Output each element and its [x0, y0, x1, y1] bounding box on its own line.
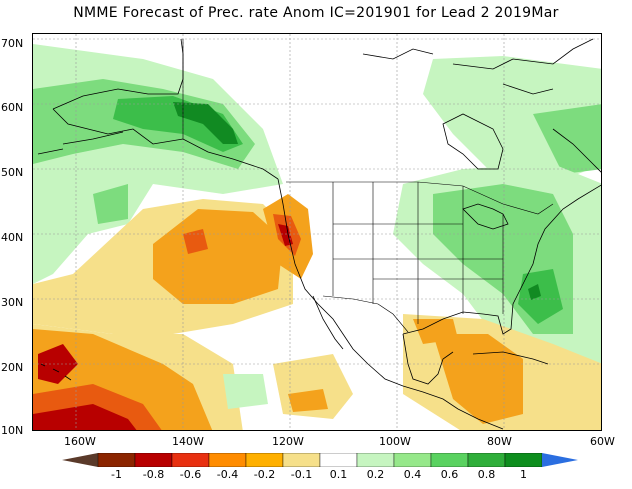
colorbar-box: [97, 453, 136, 467]
colorbar: [62, 453, 578, 467]
wet-region-gulf-ak: [93, 184, 128, 224]
lon-label-60w: 60W: [590, 435, 615, 448]
dry-region-npacific-core: [183, 229, 208, 254]
colorbar-over-arrow: [542, 453, 578, 467]
colorbar-tick-label: 0.1: [329, 468, 348, 481]
lat-label-50n: 50N: [1, 166, 24, 179]
colorbar-under-arrow: [62, 453, 98, 467]
dry-region-npacific: [153, 209, 283, 304]
dry-region-caribbean: [433, 334, 523, 424]
colorbar-box: [504, 453, 543, 467]
lat-label-70n: 70N: [1, 37, 24, 50]
lat-label-20n: 20N: [1, 361, 24, 374]
dry-region-gulf-mexico: [413, 319, 458, 344]
chart-title: NMME Forecast of Prec. rate Anom IC=2019…: [73, 5, 559, 21]
colorbar-box: [245, 453, 284, 467]
colorbar-tick-label: -0.8: [142, 468, 165, 481]
colorbar-box: [356, 453, 395, 467]
colorbar-tick-label: -0.6: [179, 468, 202, 481]
colorbar-tick-label: -0.4: [216, 468, 239, 481]
wet-region-atlantic-core: [528, 284, 541, 300]
lat-label-60n: 60N: [1, 101, 24, 114]
political-borders: [182, 39, 554, 333]
lon-label-160w: 160W: [64, 435, 96, 448]
wet-region-atlantic: [518, 269, 563, 324]
colorbar-tick-label: 0.8: [477, 468, 496, 481]
colorbar-box: [319, 453, 358, 467]
lat-label-30n: 30N: [1, 296, 24, 309]
colorbar-boxes: [97, 453, 543, 467]
lat-label-10n: 10N: [1, 424, 24, 437]
colorbar-box: [393, 453, 432, 467]
colorbar-tick-label: 0.6: [440, 468, 459, 481]
coastlines: [37, 38, 601, 430]
dry-region-tropical-max: [33, 404, 137, 430]
wet-region-east-pacific: [223, 374, 268, 409]
lat-label-40n: 40N: [1, 231, 24, 244]
colorbar-box: [171, 453, 210, 467]
colorbar-box: [467, 453, 506, 467]
colorbar-tick-label: 0.4: [403, 468, 422, 481]
lon-label-140w: 140W: [172, 435, 204, 448]
colorbar-box: [208, 453, 247, 467]
lon-label-100w: 100W: [379, 435, 411, 448]
grid-lines: [33, 34, 601, 430]
colorbar-tick-label: -1: [111, 468, 122, 481]
lon-label-120w: 120W: [272, 435, 304, 448]
colorbar-tick-label: 1: [520, 468, 527, 481]
colorbar-box: [282, 453, 321, 467]
colorbar-tick-label: 0.2: [366, 468, 385, 481]
colorbar-tick-label: -0.2: [253, 468, 276, 481]
colorbar-box: [430, 453, 469, 467]
lon-label-80w: 80W: [487, 435, 512, 448]
wet-region-alaska-max: [173, 102, 238, 144]
map-panel: [32, 33, 602, 431]
colorbar-tick-label: -0.1: [290, 468, 313, 481]
dry-region-mexico-pacific-core: [288, 389, 328, 412]
anomaly-fields: [33, 44, 601, 430]
anomaly-map: [33, 34, 601, 430]
colorbar-box: [134, 453, 173, 467]
